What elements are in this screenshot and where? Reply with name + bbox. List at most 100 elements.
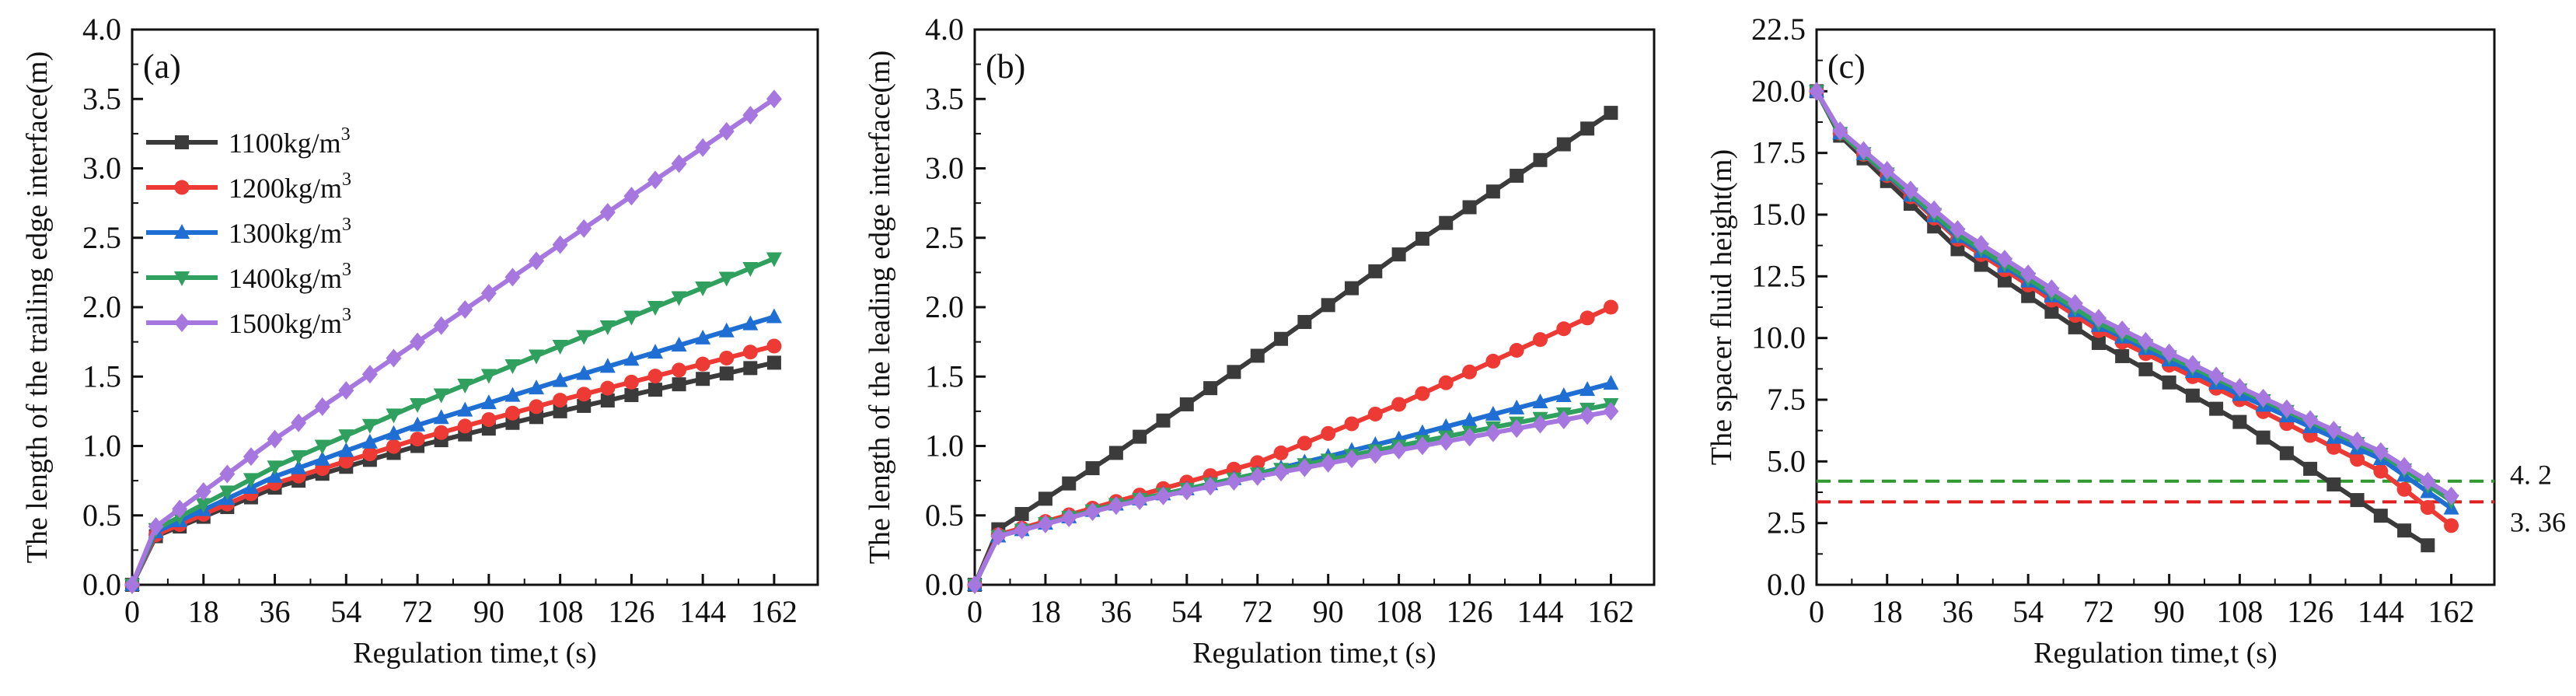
data-point xyxy=(2396,481,2412,497)
data-point xyxy=(742,345,758,360)
y-tick-label: 3.5 xyxy=(925,81,964,116)
x-tick-label: 108 xyxy=(2216,594,2263,629)
data-point xyxy=(600,393,615,407)
x-tick-label: 126 xyxy=(2287,594,2333,629)
data-point xyxy=(743,361,758,376)
data-point xyxy=(2443,486,2459,505)
legend-marker xyxy=(174,271,190,286)
x-tick-label: 18 xyxy=(1872,594,1903,629)
data-point xyxy=(1604,106,1618,121)
data-point xyxy=(742,315,759,331)
data-point xyxy=(695,356,710,372)
legend-label: 1400kg/m3 xyxy=(229,260,351,294)
data-point xyxy=(718,322,735,338)
series-1300 xyxy=(124,308,782,591)
x-tick-label: 162 xyxy=(1587,594,1634,629)
data-point xyxy=(457,299,473,319)
data-point xyxy=(2209,401,2224,416)
data-point xyxy=(338,453,354,469)
data-point xyxy=(434,425,449,440)
legend-marker xyxy=(174,313,190,332)
data-point xyxy=(552,372,568,387)
data-point xyxy=(481,412,497,428)
data-point xyxy=(1156,413,1171,428)
y-tick-label: 1.5 xyxy=(925,358,964,393)
data-point xyxy=(2091,336,2106,351)
data-point xyxy=(1249,467,1265,486)
y-axis-label: The length of the leading edge interface… xyxy=(864,51,896,564)
data-point xyxy=(1996,250,2012,269)
series-1200 xyxy=(1809,83,2459,533)
data-point xyxy=(2090,309,2107,328)
data-point xyxy=(1061,508,1077,527)
data-point xyxy=(410,397,426,413)
data-point xyxy=(1855,141,1872,160)
chart-panel-2: 0.0 0.5 1.0 1.5 2.0 2.5 3.0 3.5 4.0 0 18 36 54 72 90 10… xyxy=(864,12,1656,670)
x-axis-label: Regulation time,t (s) xyxy=(1192,637,1436,670)
data-point xyxy=(1274,331,1289,346)
data-point xyxy=(504,405,520,421)
data-point xyxy=(148,517,164,537)
data-point xyxy=(1997,273,2012,288)
series-line-1200 xyxy=(130,344,775,586)
x-axis-label: Regulation time,t (s) xyxy=(353,637,596,670)
data-point xyxy=(267,460,283,476)
data-point xyxy=(1579,310,1595,326)
data-point xyxy=(124,575,140,594)
data-point xyxy=(1297,315,1312,330)
data-point xyxy=(1832,121,1848,141)
data-point xyxy=(600,380,616,396)
data-point xyxy=(361,418,378,434)
data-point xyxy=(2208,366,2225,386)
data-point xyxy=(1037,514,1053,533)
x-tick-label: 54 xyxy=(330,594,361,629)
x-tick-label: 72 xyxy=(402,594,433,629)
data-point xyxy=(2020,264,2037,284)
data-point xyxy=(291,459,307,474)
data-point xyxy=(1555,410,1572,429)
data-point xyxy=(647,369,663,384)
x-tick-label: 144 xyxy=(2358,594,2404,629)
y-tick-label: 5.0 xyxy=(1767,443,1806,478)
data-point xyxy=(243,473,259,488)
y-tick-label: 20.0 xyxy=(1751,73,1806,108)
data-point xyxy=(1809,82,1824,101)
legend-label-superscript: 3 xyxy=(342,305,351,325)
data-point xyxy=(766,338,782,354)
data-point xyxy=(2232,414,2247,429)
y-axis-label: The length of the trailing edge interfac… xyxy=(21,51,54,563)
data-point xyxy=(1226,472,1242,491)
data-point xyxy=(623,310,640,326)
data-point xyxy=(1555,387,1572,403)
data-point xyxy=(219,485,236,501)
data-point xyxy=(195,482,211,502)
data-point xyxy=(1532,393,1548,408)
data-point xyxy=(2326,421,2342,440)
series-line-1500 xyxy=(972,408,1611,586)
data-point xyxy=(1509,399,1525,414)
data-point xyxy=(1178,481,1195,501)
legend: 1100kg/m31200kg/m31300kg/m31400kg/m31500… xyxy=(146,124,351,339)
data-point xyxy=(552,339,568,355)
data-point xyxy=(1108,446,1123,460)
x-tick-label: 18 xyxy=(188,594,219,629)
data-point xyxy=(2278,399,2295,418)
legend-label-value: 1400kg/m xyxy=(229,263,342,294)
data-point xyxy=(433,388,449,404)
legend-label: 1300kg/m3 xyxy=(229,215,351,249)
data-point xyxy=(1556,137,1571,152)
data-point xyxy=(1974,257,1988,272)
data-point xyxy=(1462,200,1477,215)
data-point xyxy=(2067,294,2083,313)
data-point xyxy=(1509,419,1525,439)
y-tick-label: 1.0 xyxy=(925,428,964,463)
data-point xyxy=(480,394,497,410)
x-axis-label: Regulation time,t (s) xyxy=(2033,637,2277,670)
y-tick-label: 22.5 xyxy=(1751,12,1806,47)
data-point xyxy=(1273,445,1289,460)
data-point xyxy=(1343,449,1360,469)
data-point xyxy=(576,365,592,380)
data-point xyxy=(599,203,616,222)
data-point xyxy=(1879,160,1895,180)
